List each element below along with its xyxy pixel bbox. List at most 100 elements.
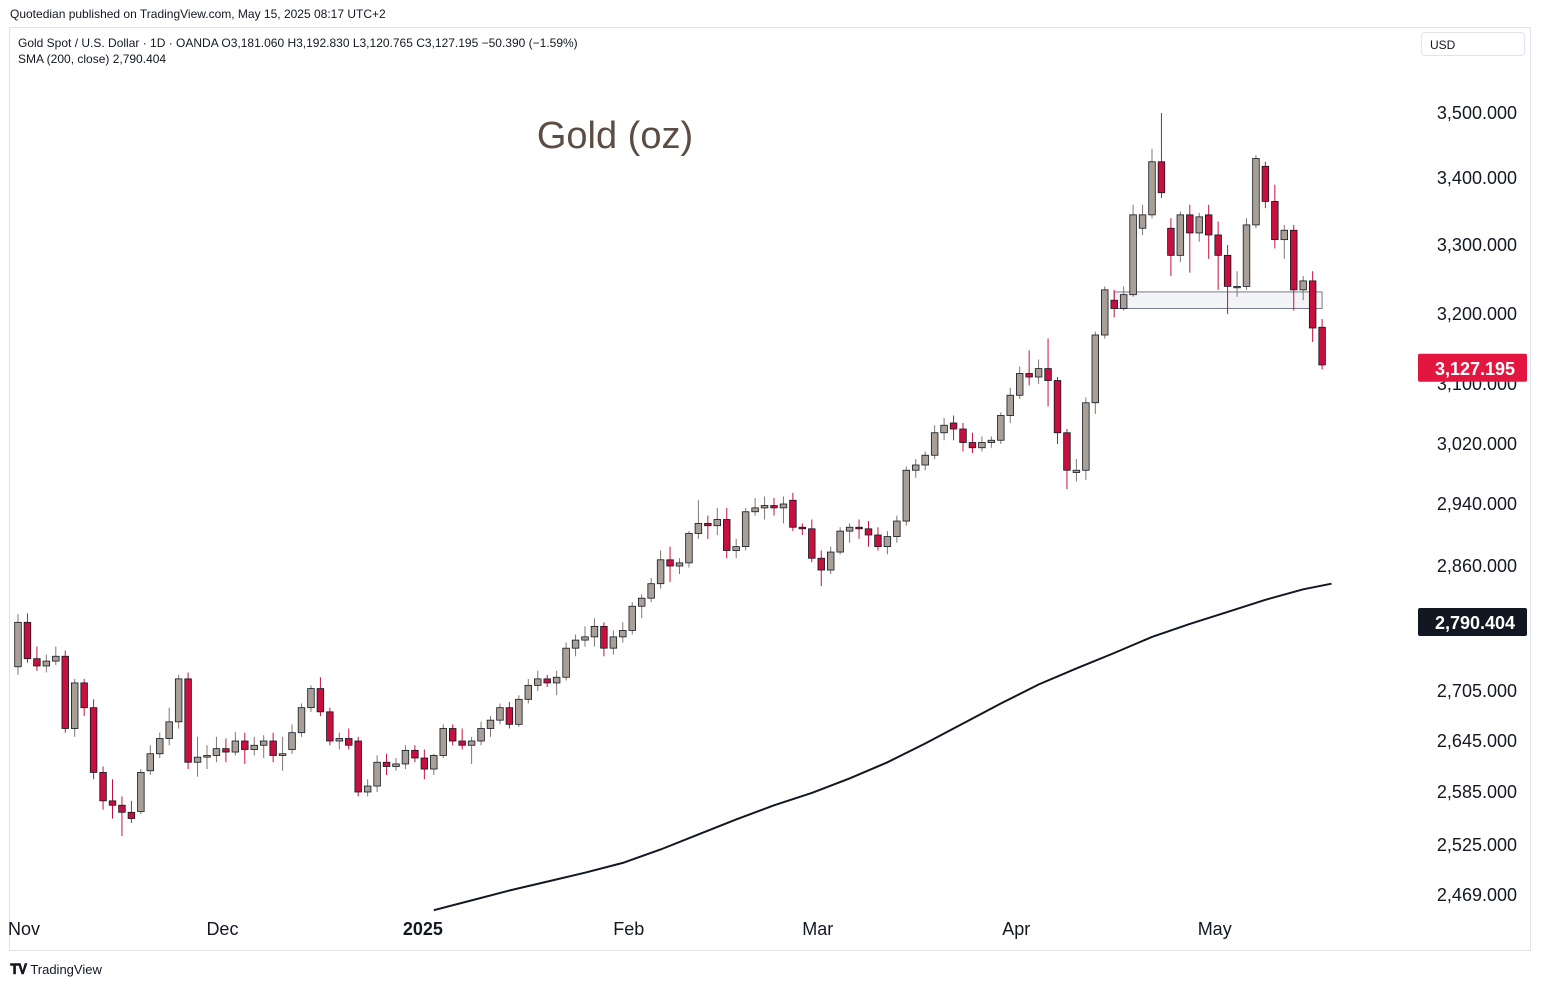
candle-body xyxy=(297,707,306,734)
candle xyxy=(1280,224,1288,259)
candle xyxy=(52,646,60,666)
sma-legend-line: SMA (200, close) 2,790.404 xyxy=(18,52,167,66)
candle xyxy=(770,498,778,516)
candle-body xyxy=(1299,280,1307,291)
x-axis-tick-label: 2025 xyxy=(403,919,443,939)
candle xyxy=(1063,429,1071,489)
candle-body xyxy=(203,755,211,758)
chart-annotation: Gold (oz) xyxy=(537,115,693,157)
candle xyxy=(307,685,315,712)
candle-body xyxy=(174,678,183,723)
candle-body xyxy=(789,499,797,528)
candle-body xyxy=(1233,285,1241,289)
candle xyxy=(363,779,372,797)
candle xyxy=(99,766,107,810)
footer-branding[interactable]: 𝐓𝐕 TradingView xyxy=(10,961,102,978)
candle-body xyxy=(278,753,287,756)
candle xyxy=(845,523,854,543)
candle xyxy=(666,546,674,583)
candle xyxy=(193,736,202,777)
candle xyxy=(704,515,712,539)
candle xyxy=(789,492,797,532)
candle xyxy=(817,550,825,587)
candle-body xyxy=(1167,227,1175,256)
candle xyxy=(401,745,410,770)
candle xyxy=(760,496,769,520)
candle xyxy=(354,736,362,797)
candle xyxy=(345,728,353,750)
candle xyxy=(628,602,636,635)
candle-body xyxy=(193,756,202,763)
candle xyxy=(619,622,627,643)
candle-body xyxy=(638,597,646,607)
candle-body xyxy=(156,738,164,755)
candle xyxy=(212,736,221,763)
sma-value-badge-label: 2,790.404 xyxy=(1435,613,1515,633)
candle-body xyxy=(496,707,504,721)
candle xyxy=(571,634,580,657)
candle-body xyxy=(713,519,721,527)
candle xyxy=(1119,286,1128,311)
candle-body xyxy=(987,439,996,443)
candle-body xyxy=(335,738,343,742)
candle xyxy=(921,451,929,471)
candle xyxy=(968,432,977,453)
candle-body xyxy=(165,721,173,739)
candle-body xyxy=(827,551,835,571)
candle xyxy=(288,724,296,754)
candle xyxy=(505,701,514,729)
candle-body xyxy=(33,658,41,667)
candle-body xyxy=(619,630,627,638)
candle-body xyxy=(250,744,258,750)
y-axis-tick-label: 2,940.000 xyxy=(1437,494,1517,514)
currency-button[interactable]: USD xyxy=(1421,32,1525,56)
candle-body xyxy=(770,505,778,509)
candle-body xyxy=(675,562,684,567)
x-axis-tick-label: Mar xyxy=(802,919,833,939)
candle xyxy=(278,736,287,771)
candle xyxy=(609,630,618,655)
candle-body xyxy=(420,757,429,770)
candle xyxy=(1091,331,1099,414)
candle-body xyxy=(1176,214,1185,256)
candle-body xyxy=(1129,214,1137,296)
candle-body xyxy=(1290,229,1298,291)
candle xyxy=(902,466,910,526)
candle-body xyxy=(741,511,750,548)
candle xyxy=(382,753,391,775)
candle xyxy=(241,732,249,764)
candle xyxy=(250,736,258,756)
candle-body xyxy=(1261,165,1270,202)
candle xyxy=(647,578,655,603)
candle xyxy=(467,736,476,764)
candle-body xyxy=(1034,368,1043,378)
candle xyxy=(61,650,69,733)
candle-body xyxy=(1148,161,1156,216)
candle xyxy=(1138,204,1147,235)
y-axis-tick-label: 2,860.000 xyxy=(1437,556,1517,576)
candle-body xyxy=(515,698,523,725)
candle-body xyxy=(723,519,731,551)
candle xyxy=(685,531,693,568)
candle xyxy=(798,523,807,535)
candle-body xyxy=(401,749,410,765)
x-axis-tick-label: Dec xyxy=(206,919,238,939)
candle xyxy=(1261,161,1270,209)
candle xyxy=(1299,276,1307,301)
candle-body xyxy=(259,740,268,746)
candle xyxy=(1242,218,1251,290)
y-axis-tick-label: 3,020.000 xyxy=(1437,434,1517,454)
candle-body xyxy=(373,761,381,787)
candle xyxy=(477,721,485,746)
candle-body xyxy=(694,522,703,534)
candle xyxy=(1195,212,1203,242)
candle-body xyxy=(1195,216,1203,234)
candle xyxy=(1072,459,1081,482)
candle-body xyxy=(477,728,485,742)
candle-body xyxy=(543,678,551,684)
candle-body xyxy=(1186,214,1194,234)
candle-body xyxy=(345,738,353,746)
candle-body xyxy=(458,740,466,746)
candle xyxy=(827,546,835,575)
